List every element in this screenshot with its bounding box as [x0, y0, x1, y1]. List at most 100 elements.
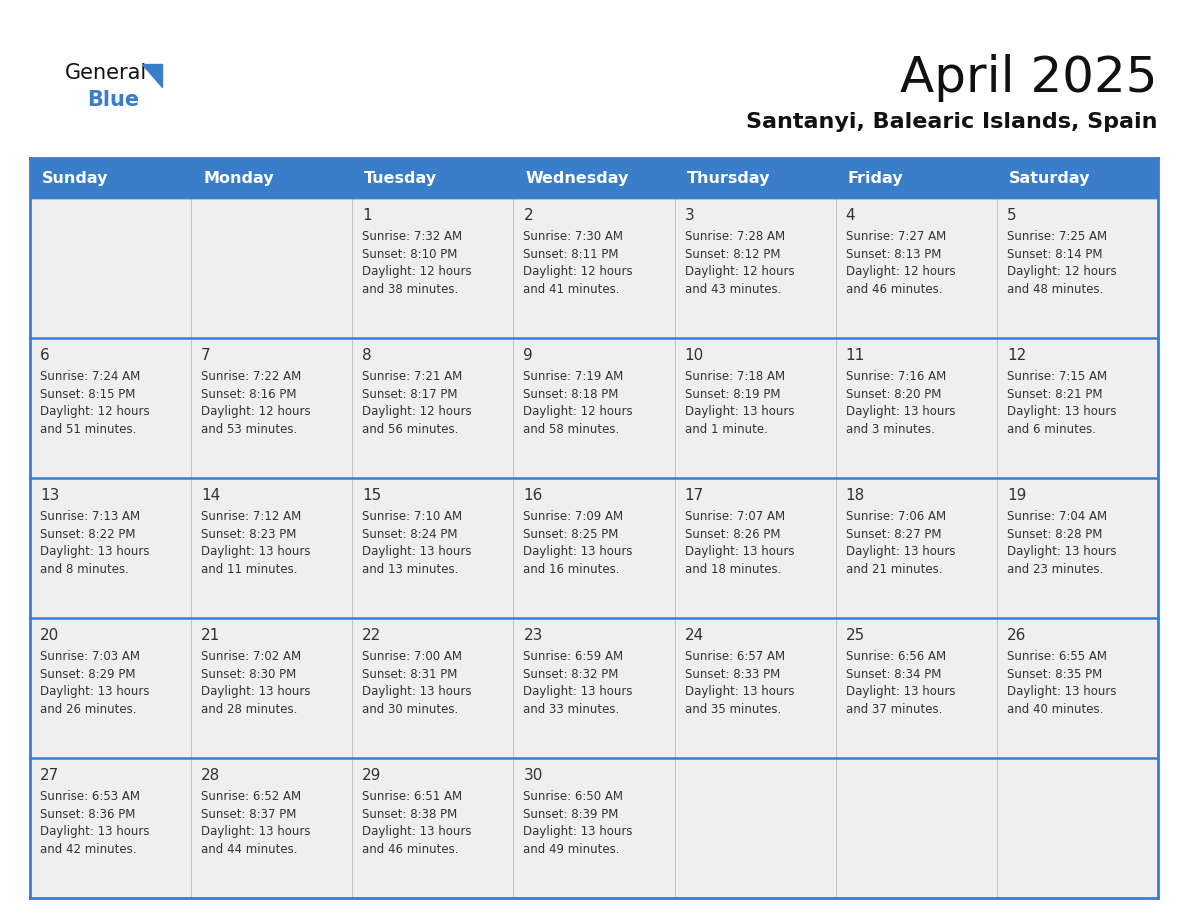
Text: 28: 28: [201, 768, 221, 783]
Bar: [353, 338, 513, 478]
Text: 29: 29: [362, 768, 381, 783]
Text: Sunrise: 6:56 AM
Sunset: 8:34 PM
Daylight: 13 hours
and 37 minutes.: Sunrise: 6:56 AM Sunset: 8:34 PM Dayligh…: [846, 651, 955, 716]
Text: Sunrise: 7:19 AM
Sunset: 8:18 PM
Daylight: 12 hours
and 58 minutes.: Sunrise: 7:19 AM Sunset: 8:18 PM Dayligh…: [524, 371, 633, 436]
Bar: [353, 478, 513, 618]
Bar: [997, 758, 1158, 898]
Bar: [675, 338, 835, 478]
Text: Saturday: Saturday: [1009, 171, 1091, 185]
Text: Sunrise: 7:07 AM
Sunset: 8:26 PM
Daylight: 13 hours
and 18 minutes.: Sunrise: 7:07 AM Sunset: 8:26 PM Dayligh…: [684, 510, 794, 576]
Text: 12: 12: [1007, 348, 1026, 363]
Bar: [30, 338, 191, 478]
Text: 26: 26: [1007, 628, 1026, 643]
Text: 18: 18: [846, 488, 865, 503]
Bar: [835, 158, 997, 198]
Text: General: General: [65, 63, 147, 83]
Text: Sunrise: 7:28 AM
Sunset: 8:12 PM
Daylight: 12 hours
and 43 minutes.: Sunrise: 7:28 AM Sunset: 8:12 PM Dayligh…: [684, 230, 795, 296]
Text: Sunrise: 6:51 AM
Sunset: 8:38 PM
Daylight: 13 hours
and 46 minutes.: Sunrise: 6:51 AM Sunset: 8:38 PM Dayligh…: [362, 790, 472, 856]
Bar: [513, 758, 675, 898]
Text: Sunrise: 7:32 AM
Sunset: 8:10 PM
Daylight: 12 hours
and 38 minutes.: Sunrise: 7:32 AM Sunset: 8:10 PM Dayligh…: [362, 230, 472, 296]
Bar: [513, 158, 675, 198]
Bar: [353, 198, 513, 338]
Text: Sunrise: 7:18 AM
Sunset: 8:19 PM
Daylight: 13 hours
and 1 minute.: Sunrise: 7:18 AM Sunset: 8:19 PM Dayligh…: [684, 371, 794, 436]
Bar: [997, 198, 1158, 338]
Text: Blue: Blue: [87, 90, 139, 110]
Text: Sunrise: 7:00 AM
Sunset: 8:31 PM
Daylight: 13 hours
and 30 minutes.: Sunrise: 7:00 AM Sunset: 8:31 PM Dayligh…: [362, 651, 472, 716]
Bar: [30, 158, 191, 198]
Text: 25: 25: [846, 628, 865, 643]
Text: Sunrise: 7:13 AM
Sunset: 8:22 PM
Daylight: 13 hours
and 8 minutes.: Sunrise: 7:13 AM Sunset: 8:22 PM Dayligh…: [40, 510, 150, 576]
Text: 30: 30: [524, 768, 543, 783]
Text: 10: 10: [684, 348, 703, 363]
Bar: [191, 478, 353, 618]
Text: 23: 23: [524, 628, 543, 643]
Text: 5: 5: [1007, 208, 1017, 223]
Bar: [997, 618, 1158, 758]
Text: 14: 14: [201, 488, 221, 503]
Text: 2: 2: [524, 208, 533, 223]
Bar: [513, 478, 675, 618]
Text: Wednesday: Wednesday: [525, 171, 628, 185]
Text: 15: 15: [362, 488, 381, 503]
Text: Sunrise: 7:30 AM
Sunset: 8:11 PM
Daylight: 12 hours
and 41 minutes.: Sunrise: 7:30 AM Sunset: 8:11 PM Dayligh…: [524, 230, 633, 296]
Text: Sunrise: 7:03 AM
Sunset: 8:29 PM
Daylight: 13 hours
and 26 minutes.: Sunrise: 7:03 AM Sunset: 8:29 PM Dayligh…: [40, 651, 150, 716]
Bar: [675, 618, 835, 758]
Text: 11: 11: [846, 348, 865, 363]
Text: 9: 9: [524, 348, 533, 363]
Bar: [675, 198, 835, 338]
Text: 24: 24: [684, 628, 703, 643]
Text: Monday: Monday: [203, 171, 273, 185]
Text: Thursday: Thursday: [687, 171, 770, 185]
Bar: [835, 198, 997, 338]
Bar: [835, 618, 997, 758]
Bar: [513, 198, 675, 338]
Bar: [675, 478, 835, 618]
Text: 19: 19: [1007, 488, 1026, 503]
Text: 22: 22: [362, 628, 381, 643]
Text: Sunrise: 6:55 AM
Sunset: 8:35 PM
Daylight: 13 hours
and 40 minutes.: Sunrise: 6:55 AM Sunset: 8:35 PM Dayligh…: [1007, 651, 1117, 716]
Text: Sunrise: 7:12 AM
Sunset: 8:23 PM
Daylight: 13 hours
and 11 minutes.: Sunrise: 7:12 AM Sunset: 8:23 PM Dayligh…: [201, 510, 310, 576]
Text: Sunrise: 7:16 AM
Sunset: 8:20 PM
Daylight: 13 hours
and 3 minutes.: Sunrise: 7:16 AM Sunset: 8:20 PM Dayligh…: [846, 371, 955, 436]
Text: 17: 17: [684, 488, 703, 503]
Bar: [997, 478, 1158, 618]
Bar: [835, 758, 997, 898]
Bar: [353, 758, 513, 898]
Text: Sunrise: 6:53 AM
Sunset: 8:36 PM
Daylight: 13 hours
and 42 minutes.: Sunrise: 6:53 AM Sunset: 8:36 PM Dayligh…: [40, 790, 150, 856]
Text: April 2025: April 2025: [901, 54, 1158, 102]
Bar: [353, 158, 513, 198]
Text: 27: 27: [40, 768, 59, 783]
Bar: [997, 338, 1158, 478]
Text: 16: 16: [524, 488, 543, 503]
Text: 8: 8: [362, 348, 372, 363]
Text: Sunrise: 7:10 AM
Sunset: 8:24 PM
Daylight: 13 hours
and 13 minutes.: Sunrise: 7:10 AM Sunset: 8:24 PM Dayligh…: [362, 510, 472, 576]
Bar: [30, 198, 191, 338]
Text: Sunrise: 7:21 AM
Sunset: 8:17 PM
Daylight: 12 hours
and 56 minutes.: Sunrise: 7:21 AM Sunset: 8:17 PM Dayligh…: [362, 371, 472, 436]
Text: 4: 4: [846, 208, 855, 223]
Bar: [675, 158, 835, 198]
Text: Sunrise: 6:57 AM
Sunset: 8:33 PM
Daylight: 13 hours
and 35 minutes.: Sunrise: 6:57 AM Sunset: 8:33 PM Dayligh…: [684, 651, 794, 716]
Text: 1: 1: [362, 208, 372, 223]
Bar: [513, 618, 675, 758]
Bar: [513, 338, 675, 478]
Text: Sunrise: 7:02 AM
Sunset: 8:30 PM
Daylight: 13 hours
and 28 minutes.: Sunrise: 7:02 AM Sunset: 8:30 PM Dayligh…: [201, 651, 310, 716]
Text: Friday: Friday: [848, 171, 903, 185]
Bar: [191, 618, 353, 758]
Bar: [675, 758, 835, 898]
Text: Sunday: Sunday: [42, 171, 108, 185]
Text: Sunrise: 7:09 AM
Sunset: 8:25 PM
Daylight: 13 hours
and 16 minutes.: Sunrise: 7:09 AM Sunset: 8:25 PM Dayligh…: [524, 510, 633, 576]
Bar: [997, 158, 1158, 198]
Bar: [835, 478, 997, 618]
Bar: [30, 478, 191, 618]
Text: 20: 20: [40, 628, 59, 643]
Text: Sunrise: 6:52 AM
Sunset: 8:37 PM
Daylight: 13 hours
and 44 minutes.: Sunrise: 6:52 AM Sunset: 8:37 PM Dayligh…: [201, 790, 310, 856]
Text: Sunrise: 7:27 AM
Sunset: 8:13 PM
Daylight: 12 hours
and 46 minutes.: Sunrise: 7:27 AM Sunset: 8:13 PM Dayligh…: [846, 230, 955, 296]
Text: 21: 21: [201, 628, 221, 643]
Text: Santanyi, Balearic Islands, Spain: Santanyi, Balearic Islands, Spain: [746, 112, 1158, 132]
Bar: [191, 338, 353, 478]
Text: 6: 6: [40, 348, 50, 363]
Bar: [835, 338, 997, 478]
Text: 13: 13: [40, 488, 59, 503]
Text: Tuesday: Tuesday: [365, 171, 437, 185]
Text: Sunrise: 7:24 AM
Sunset: 8:15 PM
Daylight: 12 hours
and 51 minutes.: Sunrise: 7:24 AM Sunset: 8:15 PM Dayligh…: [40, 371, 150, 436]
Text: 7: 7: [201, 348, 210, 363]
Bar: [353, 618, 513, 758]
